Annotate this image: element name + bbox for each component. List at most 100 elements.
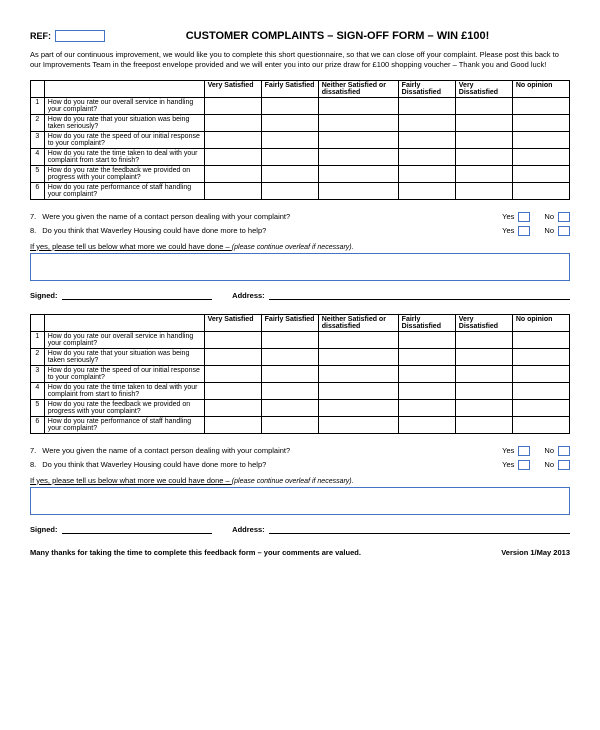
- rating-cell[interactable]: [512, 131, 569, 148]
- rating-cell[interactable]: [398, 148, 455, 165]
- q8b-text: Do you think that Waverley Housing could…: [42, 460, 488, 469]
- rating-cell[interactable]: [398, 97, 455, 114]
- rating-cell[interactable]: [204, 348, 261, 365]
- rating-cell[interactable]: [512, 348, 569, 365]
- rating-cell[interactable]: [455, 416, 512, 433]
- q8b-yes-checkbox[interactable]: [518, 460, 530, 470]
- rating-cell[interactable]: [318, 131, 398, 148]
- rating-cell[interactable]: [398, 365, 455, 382]
- q7-no-checkbox[interactable]: [558, 212, 570, 222]
- rating-cell[interactable]: [318, 148, 398, 165]
- address-line-2[interactable]: [269, 525, 570, 534]
- rating-cell[interactable]: [261, 165, 318, 182]
- rating-cell[interactable]: [204, 148, 261, 165]
- rating-cell[interactable]: [512, 331, 569, 348]
- table-row: 1How do you rate our overall service in …: [31, 97, 570, 114]
- rating-cell[interactable]: [204, 114, 261, 131]
- rating-cell[interactable]: [261, 416, 318, 433]
- rating-cell[interactable]: [398, 165, 455, 182]
- ref-label: REF:: [30, 31, 51, 41]
- ifyes-textbox-1[interactable]: [30, 253, 570, 281]
- rating-cell[interactable]: [204, 399, 261, 416]
- rating-cell[interactable]: [318, 114, 398, 131]
- row-question: How do you rate the speed of our initial…: [44, 131, 204, 148]
- rating-cell[interactable]: [204, 365, 261, 382]
- rating-cell[interactable]: [204, 97, 261, 114]
- rating-cell[interactable]: [455, 165, 512, 182]
- rating-cell[interactable]: [261, 114, 318, 131]
- rating-cell[interactable]: [261, 399, 318, 416]
- rating-cell[interactable]: [398, 348, 455, 365]
- rating-cell[interactable]: [512, 165, 569, 182]
- rating-cell[interactable]: [512, 148, 569, 165]
- row-question: How do you rate the speed of our initial…: [44, 365, 204, 382]
- q8-no-checkbox[interactable]: [558, 226, 570, 236]
- rating-cell[interactable]: [398, 114, 455, 131]
- rating-cell[interactable]: [261, 97, 318, 114]
- q8-yes-checkbox[interactable]: [518, 226, 530, 236]
- rating-cell[interactable]: [455, 114, 512, 131]
- rating-cell[interactable]: [261, 348, 318, 365]
- rating-cell[interactable]: [398, 399, 455, 416]
- rating-cell[interactable]: [512, 182, 569, 199]
- rating-cell[interactable]: [318, 97, 398, 114]
- rating-cell[interactable]: [455, 131, 512, 148]
- rating-cell[interactable]: [512, 365, 569, 382]
- rating-cell[interactable]: [398, 416, 455, 433]
- row-num: 1: [31, 97, 45, 114]
- ifyes-textbox-2[interactable]: [30, 487, 570, 515]
- rating-cell[interactable]: [455, 331, 512, 348]
- rating-cell[interactable]: [512, 97, 569, 114]
- rating-cell[interactable]: [398, 182, 455, 199]
- rating-cell[interactable]: [261, 382, 318, 399]
- q7-yes-checkbox[interactable]: [518, 212, 530, 222]
- rating-cell[interactable]: [455, 182, 512, 199]
- rating-cell[interactable]: [512, 399, 569, 416]
- rating-cell[interactable]: [512, 416, 569, 433]
- signed-line-2[interactable]: [62, 525, 213, 534]
- rating-cell[interactable]: [318, 348, 398, 365]
- table-row: 6How do you rate performance of staff ha…: [31, 416, 570, 433]
- rating-cell[interactable]: [512, 382, 569, 399]
- row-question: How do you rate our overall service in h…: [44, 331, 204, 348]
- q8b-yes-label: Yes: [502, 460, 514, 469]
- rating-cell[interactable]: [261, 148, 318, 165]
- rating-cell[interactable]: [455, 348, 512, 365]
- rating-cell[interactable]: [204, 165, 261, 182]
- rating-cell[interactable]: [398, 382, 455, 399]
- ref-input-box[interactable]: [55, 30, 105, 42]
- rating-cell[interactable]: [318, 399, 398, 416]
- rating-cell[interactable]: [204, 182, 261, 199]
- rating-cell[interactable]: [455, 399, 512, 416]
- rating-cell[interactable]: [398, 331, 455, 348]
- rating-cell[interactable]: [261, 331, 318, 348]
- rating-cell[interactable]: [455, 148, 512, 165]
- rating-cell[interactable]: [318, 416, 398, 433]
- address-label-1: Address:: [232, 291, 265, 300]
- rating-cell[interactable]: [261, 131, 318, 148]
- rating-cell[interactable]: [455, 97, 512, 114]
- rating-cell[interactable]: [204, 331, 261, 348]
- rating-cell[interactable]: [261, 365, 318, 382]
- q8b-no-checkbox[interactable]: [558, 460, 570, 470]
- rating-cell[interactable]: [204, 382, 261, 399]
- rating-cell[interactable]: [318, 165, 398, 182]
- rating-cell[interactable]: [455, 382, 512, 399]
- rating-cell[interactable]: [318, 182, 398, 199]
- rating-cell[interactable]: [318, 365, 398, 382]
- rating-cell[interactable]: [204, 131, 261, 148]
- rating-cell[interactable]: [398, 131, 455, 148]
- rating-cell[interactable]: [318, 382, 398, 399]
- rating-cell[interactable]: [512, 114, 569, 131]
- q7b-no-checkbox[interactable]: [558, 446, 570, 456]
- rating-cell[interactable]: [204, 416, 261, 433]
- row-num: 6: [31, 416, 45, 433]
- rating-cell[interactable]: [261, 182, 318, 199]
- row-question: How do you rate performance of staff han…: [44, 416, 204, 433]
- address-line-1[interactable]: [269, 291, 570, 300]
- q7b-yes-checkbox[interactable]: [518, 446, 530, 456]
- rating-cell[interactable]: [455, 365, 512, 382]
- q8-no-label: No: [544, 226, 554, 235]
- rating-cell[interactable]: [318, 331, 398, 348]
- signed-line-1[interactable]: [62, 291, 213, 300]
